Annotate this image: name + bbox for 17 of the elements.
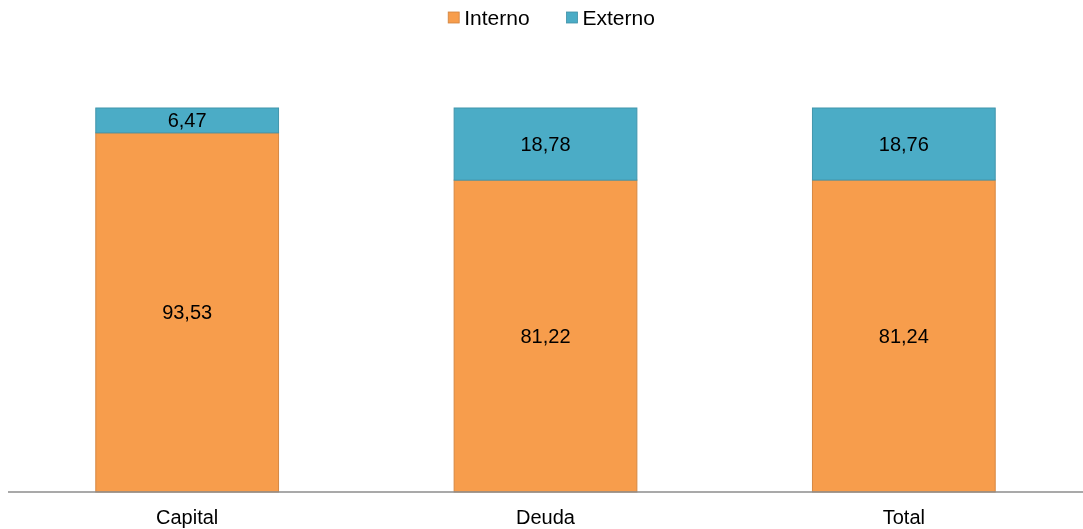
bar [95,132,280,493]
x-tick-label: Total [882,506,925,528]
legend-label: Interno [464,6,530,30]
data-label: 18,78 [520,133,571,156]
data-label: 18,76 [878,133,929,156]
data-label: 81,22 [520,325,571,348]
data-label: 81,24 [878,325,929,348]
bar [453,107,638,181]
x-tick-label: Capital [156,506,219,528]
x-tick-label: Deuda [516,506,576,528]
data-label: 6,47 [167,109,207,132]
bar [811,179,996,493]
legend-label: Externo [582,6,655,30]
bar [811,107,996,181]
bar [453,179,638,493]
data-label: 93,53 [162,301,213,324]
bar [95,107,280,134]
